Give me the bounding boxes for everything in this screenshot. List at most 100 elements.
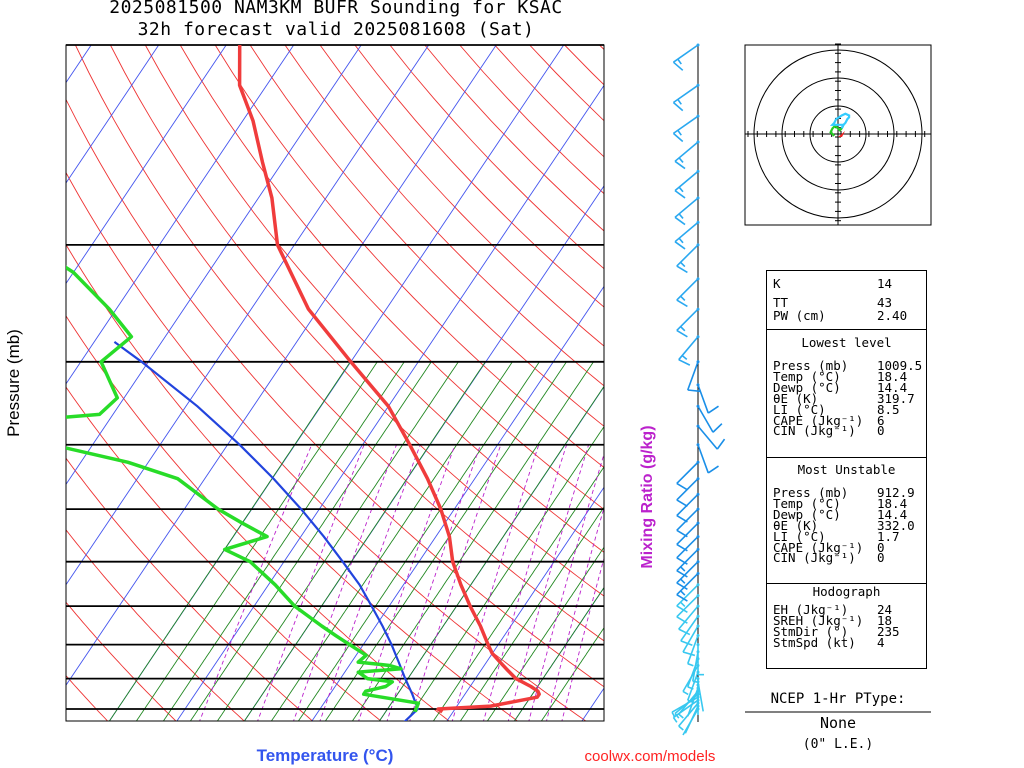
barb-dot: [696, 521, 700, 525]
barb-half-flag: [678, 725, 684, 731]
isotherm: [66, 45, 430, 586]
barb-shaft: [676, 278, 699, 301]
barb-shaft: [697, 384, 710, 414]
wind-barb: [676, 507, 700, 538]
barb-half-flag: [677, 98, 682, 105]
stat-label: LI (°C): [773, 401, 826, 417]
barb-shaft: [676, 595, 699, 618]
barb-dot: [696, 535, 700, 539]
stat-value: 18: [877, 612, 893, 628]
barb-flag: [676, 499, 688, 507]
mixing-ratio-line: [199, 444, 313, 721]
wind-barb: [674, 169, 700, 199]
stat-label: CAPE (Jkg⁻¹): [773, 412, 864, 428]
stat-label: Temp (°C): [773, 368, 841, 384]
moist-adiabat: [459, 506, 604, 721]
lowest-row: CIN (Jkg⁻¹) 0: [773, 425, 923, 437]
barb-dot: [696, 460, 700, 464]
unstable-row: Dewp (°C) 14.4: [773, 506, 923, 522]
wind-barb: [672, 83, 700, 112]
stat-label: SREH (Jkg⁻¹): [773, 612, 864, 628]
barb-dot: [696, 614, 700, 618]
barb-half-flag: [687, 662, 694, 667]
wind-barb: [696, 677, 700, 709]
hodo-row: StmDir (°) 235: [773, 625, 923, 638]
moist-adiabat: [189, 361, 432, 721]
moist-adiabat: [351, 361, 594, 721]
wind-barb: [686, 633, 700, 667]
barb-half-flag: [682, 690, 689, 696]
wind-barb: [682, 624, 700, 657]
ptype-accumulation: (0" L.E.): [802, 737, 874, 752]
barb-shaft: [682, 625, 699, 653]
stat-label: CAPE (Jkg⁻¹): [773, 539, 864, 555]
barb-half-flag: [687, 686, 694, 690]
dry-adiabat: [66, 457, 314, 721]
stat-value: 0: [877, 539, 885, 555]
barb-flag: [676, 605, 688, 614]
dry-adiabat: [179, 45, 604, 510]
barb-dot: [696, 571, 700, 575]
barb-flag: [676, 514, 688, 523]
barb-dot: [696, 547, 700, 551]
barb-flag: [674, 190, 686, 199]
barb-flag: [676, 529, 688, 538]
moist-adiabat: [378, 385, 604, 721]
credit-text: coolwx.com/models: [585, 748, 716, 765]
stat-label: StmSpd (kt): [773, 634, 856, 650]
storm-motion-marker: [838, 131, 845, 137]
barb-half-flag: [680, 295, 686, 302]
barb-half-flag: [687, 699, 694, 704]
wind-barb: [680, 614, 700, 647]
isotherm: [66, 45, 362, 486]
barb-shaft: [686, 671, 699, 701]
moist-adiabat: [486, 546, 604, 721]
barb-flag: [678, 358, 691, 366]
wind-barb: [678, 335, 700, 366]
barb-dot: [696, 443, 700, 447]
unstable-row: CAPE (Jkg⁻¹) 0: [773, 539, 923, 555]
barb-dot: [696, 594, 700, 598]
barb-half-flag: [680, 590, 686, 596]
background-lines: [66, 45, 604, 721]
barb-dot: [696, 243, 700, 247]
barb-shaft: [674, 197, 699, 218]
barb-shaft: [678, 605, 699, 630]
barb-shaft: [672, 84, 699, 104]
stat-value: 1.7: [877, 528, 900, 544]
wind-barb: [676, 492, 700, 523]
hodo-row: StmSpd (kt) 4: [773, 634, 923, 650]
mixing-ratio-line: [386, 444, 481, 721]
wind-barb: [676, 277, 700, 308]
unstable-row: θE (K) 332.0: [773, 519, 923, 532]
barb-flag: [707, 465, 719, 474]
stat-label: Dewp (°C): [773, 379, 841, 395]
stat-value: 6: [877, 412, 885, 428]
moist-adiabat: [162, 361, 405, 721]
wind-barb: [696, 383, 719, 414]
barb-half-flag: [680, 601, 686, 607]
wind-barb: [676, 521, 700, 552]
barb-flag: [687, 389, 701, 393]
barb-half-flag: [678, 213, 684, 219]
barb-flag: [682, 651, 696, 657]
wind-barb: [696, 424, 726, 450]
barb-dot: [696, 83, 700, 87]
stat-label: Dewp (°C): [773, 506, 841, 522]
isotherm: [66, 45, 295, 385]
stat-label: EH (Jkg⁻¹): [773, 602, 849, 617]
wind-barb: [678, 604, 700, 636]
mixing-ratio-line: [319, 444, 421, 721]
stat-value: 24: [877, 602, 893, 617]
barb-shaft: [686, 635, 699, 664]
mixing-ratio-line: [257, 444, 365, 721]
wind-barb: [676, 477, 700, 507]
isotherm: [446, 486, 604, 721]
wind-barb: [676, 560, 700, 590]
x-axis-label: Temperature (°C): [257, 746, 394, 765]
moist-adiabat: [216, 361, 459, 721]
stats-section-divider: [767, 329, 926, 330]
moist-adiabat: [432, 466, 604, 721]
barb-flag: [672, 101, 684, 112]
mixing-ratio-line: [507, 444, 590, 721]
